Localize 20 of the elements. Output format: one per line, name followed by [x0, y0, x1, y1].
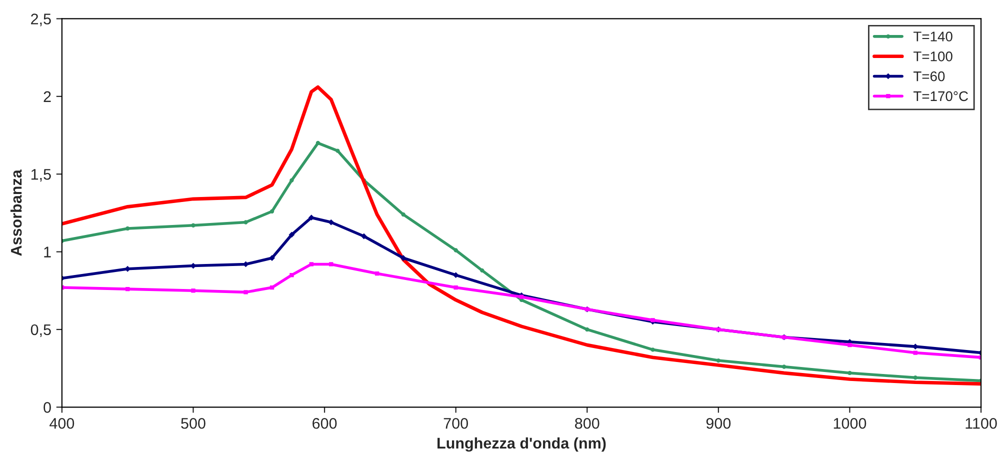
x-tick-label: 1000: [834, 418, 866, 429]
legend-label: T=170°C: [913, 91, 968, 102]
legend-label: T=140: [913, 32, 952, 42]
legend-label: T=100: [913, 51, 952, 62]
x-tick-label: 700: [444, 418, 468, 429]
y-tick-label: 0: [44, 402, 51, 413]
x-tick-label: 400: [50, 418, 74, 429]
y-axis-title: Assorbanza: [10, 170, 22, 256]
y-tick-label: 2: [44, 91, 51, 102]
x-tick-label: 600: [312, 418, 337, 429]
y-tick-label: 1: [44, 246, 51, 258]
x-tick-label: 800: [575, 418, 600, 429]
y-tick-label: 0,5: [30, 324, 51, 337]
y-tick-label: 1,5: [31, 169, 51, 182]
legend-label: T=60: [913, 71, 945, 82]
y-tick-label: 2,5: [31, 14, 51, 26]
x-axis-title: Lunghezza d'onda (nm): [438, 437, 606, 452]
x-tick-label: 900: [706, 418, 731, 429]
x-tick-label: 500: [181, 418, 206, 429]
x-tick-label: 1100: [966, 418, 997, 429]
